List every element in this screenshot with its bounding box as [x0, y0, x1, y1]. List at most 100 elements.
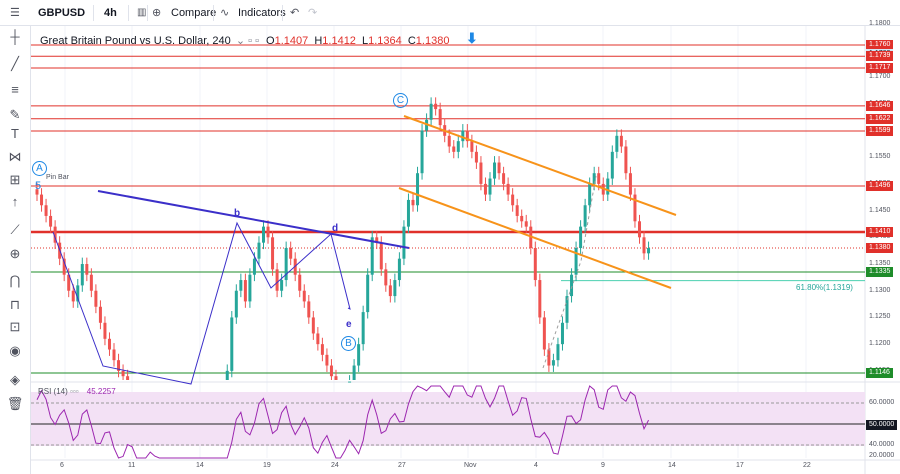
candle-body [280, 280, 284, 291]
candle-body [588, 183, 592, 206]
zoom-in-icon[interactable]: ⊕ [9, 246, 21, 261]
price-level-label: 1.1410 [866, 226, 894, 237]
candle-body [542, 317, 546, 350]
candle-body [493, 162, 497, 179]
trash-icon[interactable]: 🗑 [6, 396, 24, 411]
time-tick: 6 [60, 462, 64, 469]
wave-label-d: d [332, 223, 339, 234]
trend-line-icon[interactable]: ╱ [11, 56, 19, 71]
price-chart-canvas [31, 26, 900, 474]
candle-body [520, 215, 524, 222]
interval-button[interactable]: 4h [104, 7, 117, 19]
price-tick: 1.1800 [869, 19, 891, 27]
price-level-label: 1.1646 [866, 100, 894, 111]
indicators-button[interactable]: Indicators [238, 7, 286, 19]
price-level-label: 1.1496 [866, 181, 894, 192]
candle-body [565, 296, 569, 323]
close-label: C [407, 35, 416, 47]
trend-line [97, 190, 410, 249]
pattern-icon[interactable]: ⋈ [8, 149, 22, 164]
rsi-label[interactable]: RSI (14) [38, 387, 68, 396]
eye-icon[interactable]: ◉ [9, 343, 21, 358]
candle-body [647, 247, 651, 254]
candle-body [384, 269, 388, 286]
candle-body [320, 344, 324, 355]
cursor-arrow-icon[interactable]: ↑ [11, 194, 19, 209]
wave-label-b: b [234, 208, 241, 219]
candle-body [406, 199, 410, 227]
rsi-tick: 50.0000 [866, 420, 898, 430]
candle-body [434, 103, 438, 110]
time-tick: 17 [736, 462, 744, 469]
rsi-eye-icon[interactable]: ▫▫▫ [70, 387, 79, 396]
candle-body [628, 173, 632, 195]
ruler-icon[interactable]: ⟋ [10, 222, 20, 237]
prediction-icon[interactable]: ⊞ [9, 172, 21, 187]
low-label: L [362, 35, 369, 47]
candle-body [538, 280, 542, 318]
compare-button[interactable]: Compare [171, 7, 217, 19]
legend-eye-icon[interactable]: ▫ [248, 35, 253, 47]
wave-label-e: e [346, 319, 352, 330]
price-level-label: 1.1717 [866, 62, 894, 73]
candle-body [316, 333, 320, 345]
legend-title[interactable]: Great Britain Pound vs U.S. Dollar, 240 [40, 35, 231, 47]
candle-body [366, 274, 370, 313]
text-tool-icon[interactable]: T [11, 126, 19, 141]
lock-all-icon[interactable]: ⊡ [9, 319, 21, 334]
candle-body [334, 376, 338, 380]
candle-body [533, 247, 537, 281]
candle-body [266, 226, 270, 238]
candle-body [85, 264, 89, 275]
drawing-toolbar: ┼ ╱ ≡ ✎ T ⋈ ⊞ ↑ ⟋ ⊕ ⋂ ⊓ ⊡ ◉ ◈ 🗑 [0, 26, 31, 474]
layers-icon[interactable]: ◈ [10, 372, 20, 387]
candle-body [470, 141, 474, 152]
candle-body [574, 247, 578, 275]
rsi-value: 45.2257 [86, 387, 116, 396]
indicators-icon[interactable]: ∿ [220, 7, 230, 19]
compare-icon[interactable]: ⊕ [152, 7, 162, 19]
candle-body [615, 135, 619, 152]
menu-icon[interactable]: ☰ [10, 7, 20, 19]
redo-icon[interactable]: ↷ [308, 7, 318, 19]
candle-body [388, 285, 392, 297]
brush-icon[interactable]: ✎ [9, 107, 21, 122]
pin-bar-label: Pin Bar [46, 174, 69, 181]
candle-body [230, 317, 234, 371]
price-level-label: 1.1739 [866, 51, 894, 62]
projection-line [542, 175, 597, 369]
open-value: 1.1407 [274, 35, 309, 47]
candle-body [461, 130, 465, 142]
candle-body [243, 280, 247, 302]
channel-upper-line [403, 115, 677, 216]
time-tick: 22 [803, 462, 811, 469]
price-level-label: 1.1380 [866, 242, 894, 253]
toolbar-divider [147, 5, 148, 21]
candle-body [583, 205, 587, 227]
undo-icon[interactable]: ↶ [290, 7, 300, 19]
time-tick: 19 [263, 462, 271, 469]
toolbar-divider [282, 5, 283, 21]
crosshair-icon[interactable]: ┼ [10, 29, 20, 44]
low-value: 1.1364 [368, 35, 402, 47]
price-tick: 1.1350 [869, 260, 891, 268]
candle-body [298, 274, 302, 291]
legend-gear-icon[interactable]: ▫ [255, 35, 259, 47]
price-tick: 1.1450 [869, 206, 891, 214]
candle-body [348, 381, 352, 383]
symbol-search[interactable]: GBPUSD [38, 7, 86, 19]
candles-icon[interactable]: ▥ [137, 7, 147, 18]
candle-body [633, 194, 637, 222]
candle-body [511, 194, 515, 206]
fib-retracement-icon[interactable]: ≡ [11, 82, 19, 97]
lock-drawing-icon[interactable]: ⊓ [9, 297, 21, 312]
magnet-icon[interactable]: ⋂ [9, 273, 21, 288]
candle-body [62, 258, 66, 275]
scroll-to-realtime-icon[interactable]: ⬇ [466, 30, 478, 46]
legend-settings-icon[interactable]: ⌄ [235, 35, 246, 47]
candle-body [80, 264, 84, 286]
candle-body [483, 183, 487, 195]
candle-body [570, 274, 574, 297]
chart-pane[interactable] [31, 26, 900, 474]
price-level-label: 1.1599 [866, 126, 894, 136]
